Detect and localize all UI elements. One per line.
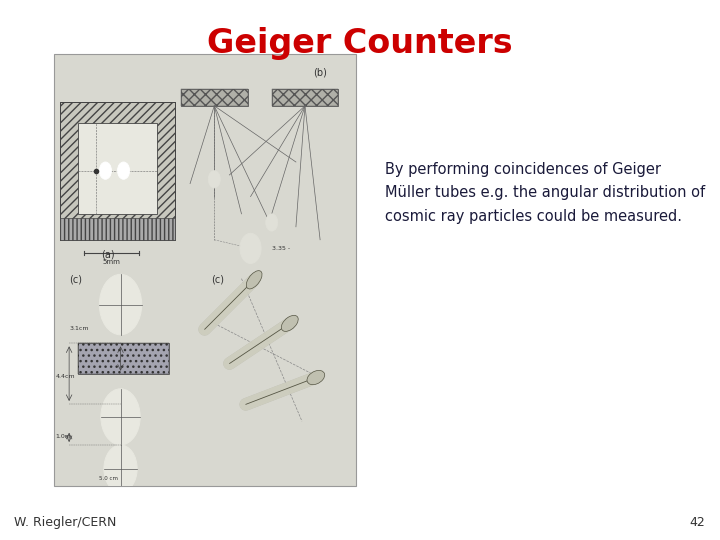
Circle shape [99,274,142,335]
Text: (c): (c) [69,275,82,285]
Text: Geiger Counters: Geiger Counters [207,27,513,60]
Text: 5.0 cm: 5.0 cm [99,476,118,481]
Circle shape [208,171,220,188]
Circle shape [101,389,140,445]
Bar [181,89,248,106]
Bar [78,343,169,374]
Bar [60,102,175,240]
Circle shape [104,445,137,492]
Text: By performing coincidences of Geiger
Müller tubes e.g. the angular distribution : By performing coincidences of Geiger Mül… [385,162,706,224]
Circle shape [266,214,278,231]
Text: 5mm: 5mm [102,259,120,265]
Ellipse shape [307,370,325,384]
Ellipse shape [246,271,262,289]
Text: W. Riegler/CERN: W. Riegler/CERN [14,516,117,529]
Bar [60,102,175,240]
Text: 1.0m: 1.0m [55,435,71,440]
Circle shape [99,162,112,179]
Circle shape [240,233,261,264]
Text: 3.35 -: 3.35 - [271,246,290,251]
Text: 3.1cm: 3.1cm [69,327,89,332]
Bar [271,89,338,106]
Ellipse shape [282,315,298,332]
Circle shape [117,162,130,179]
Bar [60,218,175,240]
Text: 42: 42 [690,516,706,529]
Bar [181,89,248,106]
Bar [78,343,169,374]
Bar [54,54,356,486]
Text: 4.4cm: 4.4cm [55,374,75,379]
Text: (c): (c) [211,275,224,285]
Text: (a): (a) [102,249,115,259]
Text: (b): (b) [313,68,327,78]
Bar [78,123,157,214]
Bar [271,89,338,106]
